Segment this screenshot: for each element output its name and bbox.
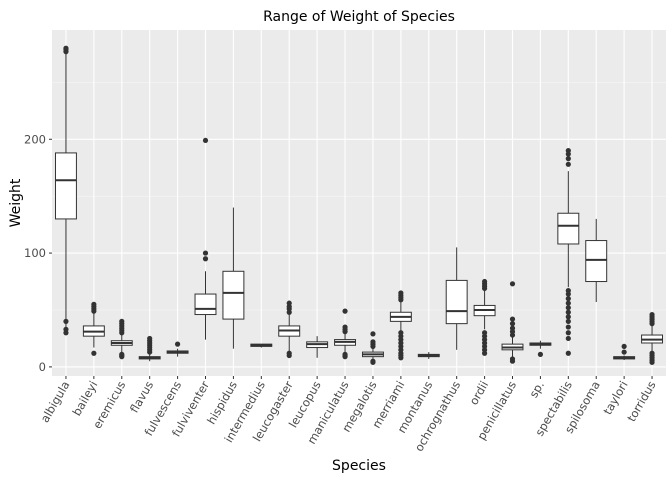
outlier-point (649, 311, 655, 318)
outlier-point (565, 288, 571, 294)
box-group-albigula (54, 45, 77, 336)
outlier-point (174, 341, 181, 347)
outlier-point (565, 148, 571, 154)
outlier-point (370, 331, 376, 337)
outlier-point (509, 325, 516, 331)
x-tick-label: flavus (127, 379, 156, 416)
box (557, 212, 580, 245)
outlier-point (621, 349, 627, 355)
box-group-baileyi (82, 301, 105, 356)
x-tick-label: ordii (466, 379, 491, 408)
plot-panel (52, 30, 666, 376)
outlier-point (202, 137, 209, 144)
outlier-point (565, 330, 571, 336)
outlier-point (565, 296, 571, 302)
box-group-flavus (138, 335, 161, 362)
outlier-point (91, 350, 97, 356)
outlier-point (119, 351, 125, 357)
y-axis-ticks: 0 100 200 (24, 132, 52, 374)
box (445, 279, 468, 325)
x-axis-title: Species (332, 458, 386, 474)
outlier-point (537, 351, 544, 357)
x-tick-label: taylori (600, 379, 630, 418)
outlier-point (91, 301, 97, 307)
y-tick-label: 0 (39, 360, 46, 374)
outlier-point (565, 309, 571, 315)
box-group-sp (529, 340, 552, 357)
outlier-point (398, 330, 404, 336)
outlier-point (565, 161, 571, 167)
outlier-point (565, 350, 571, 356)
outlier-point (509, 281, 516, 287)
outlier-point (342, 324, 348, 330)
box-group-taylori (613, 343, 636, 361)
outlier-point (342, 308, 348, 314)
outlier-point (342, 351, 348, 357)
box-group-megalotis (361, 331, 384, 365)
outlier-point (509, 356, 516, 362)
outlier-point (63, 318, 69, 324)
outlier-point (481, 330, 488, 336)
box-group-spilosoma (585, 218, 608, 303)
y-tick-label: 100 (24, 246, 46, 260)
outlier-point (565, 156, 571, 162)
outlier-point (63, 45, 69, 51)
outlier-point (202, 256, 209, 262)
outlier-point (370, 339, 376, 345)
outlier-point (398, 290, 404, 296)
box-group-leucopus (306, 336, 329, 358)
box (194, 293, 217, 316)
box-group-spectabilis (557, 148, 580, 356)
box-group-fulvescens (166, 341, 189, 357)
outlier-point (509, 321, 516, 327)
outlier-point (481, 278, 488, 285)
outlier-point (286, 350, 292, 356)
box-group-maniculatus (334, 308, 357, 360)
outlier-point (509, 316, 516, 322)
box-group-leucogaster (278, 300, 301, 359)
box-group-montanus (417, 352, 440, 359)
y-axis-title: Weight (8, 178, 24, 227)
outlier-point (147, 335, 153, 342)
box-group-merriami (389, 290, 412, 361)
boxes (54, 45, 664, 365)
x-tick-label: albigula (38, 379, 73, 425)
outlier-point (649, 350, 655, 356)
outlier-point (565, 324, 571, 330)
box-group-penicillatus (501, 281, 524, 364)
box (222, 270, 245, 320)
box-group-ordii (473, 278, 496, 356)
box-group-hispidus (222, 207, 245, 349)
outlier-point (565, 314, 571, 320)
box-group-eremicus (110, 318, 133, 360)
outlier-point (565, 335, 571, 342)
x-axis-ticks: albigulabaileyieremicusflavusfulvescensf… (38, 376, 659, 454)
outlier-point (202, 250, 209, 256)
box-group-torridus (641, 311, 664, 365)
box (54, 152, 77, 220)
outlier-point (63, 326, 69, 332)
chart-title: Range of Weight of Species (263, 9, 455, 25)
outlier-point (370, 358, 376, 364)
y-tick-label: 200 (24, 132, 46, 146)
box-group-intermedius (250, 343, 273, 348)
outlier-point (621, 343, 627, 350)
outlier-point (119, 318, 125, 324)
outlier-point (565, 300, 571, 306)
outlier-point (286, 300, 292, 306)
box-group-ochrognathus (445, 247, 468, 350)
outlier-point (565, 318, 571, 324)
x-tick-label: sp. (526, 379, 547, 401)
box (585, 240, 608, 283)
outlier-point (565, 305, 571, 311)
box-group-fulviventer (194, 137, 217, 340)
